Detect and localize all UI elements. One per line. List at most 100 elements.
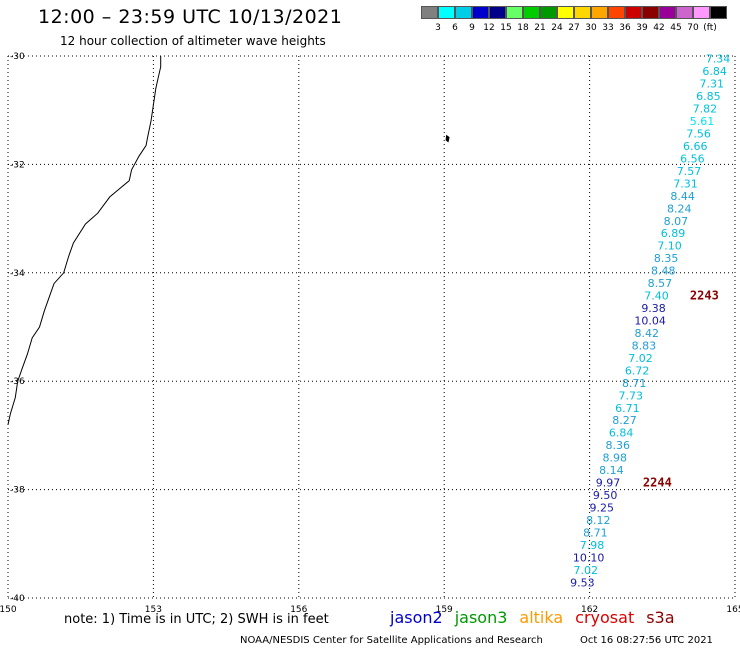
legend-swatch [625,6,642,19]
legend-swatch [472,6,489,19]
wave-height-value: 7.57 [677,165,702,178]
wave-height-value: 7.73 [619,389,644,402]
legend-swatch-row [421,6,727,19]
mission-label: s3a [646,608,675,627]
wave-height-value: 6.66 [683,140,708,153]
latitude-label: -40 [10,594,25,604]
timestamp-text: Oct 16 08:27:56 UTC 2021 [580,635,713,646]
wave-height-value: 8.83 [632,339,657,352]
legend-swatch [540,6,557,19]
wave-height-value: 9.53 [570,576,595,589]
wave-height-value: 6.71 [615,402,640,415]
legend-swatch [489,6,506,19]
wave-height-value: 7.02 [628,352,653,365]
graticule [7,55,736,599]
legend-swatch [506,6,523,19]
longitude-label: 162 [581,605,598,615]
legend-swatch [438,6,455,19]
legend-label: 6 [452,23,458,33]
wave-height-value: 7.56 [686,128,711,141]
units-note: note: 1) Time is in UTC; 2) SWH is in fe… [64,612,329,627]
wave-height-value: 6.84 [702,65,727,78]
mission-label: jason3 [454,608,508,627]
legend-label: 42 [653,23,665,33]
wave-height-value: 8.44 [670,190,695,203]
wave-height-value: 7.40 [644,290,669,303]
legend-label: 33 [602,23,614,33]
wave-height-value: 10.10 [573,551,605,564]
mission-label: cryosat [575,608,635,627]
legend-swatch [693,6,710,19]
latitude-label: -34 [10,269,25,279]
map-subtitle: 12 hour collection of altimeter wave hei… [60,34,326,48]
wave-height-value: 8.35 [654,252,679,265]
legend-label: 24 [551,23,563,33]
longitude-label: 165 [726,605,740,615]
wave-height-value: 7.98 [580,539,605,552]
wave-height-value: 8.57 [648,277,673,290]
legend-label: 21 [534,23,546,33]
wave-height-value: 8.71 [622,377,647,390]
legend-swatch [608,6,625,19]
wave-height-value: 6.72 [625,364,650,377]
wave-height-value: 8.48 [651,265,676,278]
longitude-label: 153 [145,605,162,615]
wave-height-value: 9.97 [596,477,621,490]
wave-height-value: 6.84 [609,427,634,440]
wave-height-value: 8.27 [612,414,637,427]
legend-label: 30 [585,23,597,33]
wave-height-value: 7.82 [693,103,718,116]
legend-label: 12 [483,23,495,33]
wave-height-value: 8.42 [635,327,660,340]
legend-label: 70 [687,23,699,33]
legend-swatch [710,6,727,19]
mission-legend: jason2 jason3 altika cryosat s3a [390,608,687,627]
mission-label: jason2 [390,608,443,627]
wave-height-value: 8.12 [586,514,611,527]
wave-height-value: 5.61 [690,115,715,128]
legend-label: 9 [469,23,475,33]
longitude-label: 150 [0,605,17,615]
legend-swatch [574,6,591,19]
wave-height-value: 7.02 [573,564,598,577]
legend-label: 39 [636,23,648,33]
wave-height-value: 7.31 [673,177,698,190]
legend-swatch [421,6,438,19]
legend-swatch [591,6,608,19]
wave-height-value: 9.38 [641,302,666,315]
legend-label: 36 [619,23,631,33]
wave-height-legend: 3 6 9 12 15 18 21 24 27 30 33 36 39 42 45 70 (ft) [421,6,727,33]
legend-swatch [523,6,540,19]
wave-height-value: 8.98 [603,452,628,465]
map-title: 12:00 – 23:59 UTC 10/13/2021 [38,6,343,28]
mission-label: altika [519,608,564,627]
wave-height-value: 8.36 [605,439,630,452]
legend-label-row: 3 6 9 12 15 18 21 24 27 30 33 36 39 42 45 70 (ft) [421,23,740,35]
legend-label: 27 [568,23,580,33]
legend-label: (ft) [703,23,717,33]
pass-time-label: 2243 [690,289,719,303]
wave-height-value: 9.25 [589,501,614,514]
pass-time-label: 2244 [643,476,672,490]
island-shape [445,134,450,143]
legend-swatch [642,6,659,19]
wave-height-value: 6.85 [696,90,721,103]
legend-label: 3 [435,23,441,33]
legend-label: 18 [517,23,529,33]
coastline-path [7,56,162,425]
legend-label: 45 [670,23,682,33]
wave-height-value: 6.56 [680,152,705,165]
legend-swatch [557,6,574,19]
wave-height-value: 7.31 [699,78,724,91]
wave-height-value: 8.14 [599,464,624,477]
wave-height-value: 8.71 [583,526,608,539]
latitude-label: -32 [10,160,25,170]
wave-height-value: 9.50 [593,489,618,502]
wave-height-value: 8.07 [664,215,689,228]
legend-label: 15 [500,23,512,33]
coastline [7,56,450,425]
legend-swatch [659,6,676,19]
longitude-label: 156 [290,605,307,615]
